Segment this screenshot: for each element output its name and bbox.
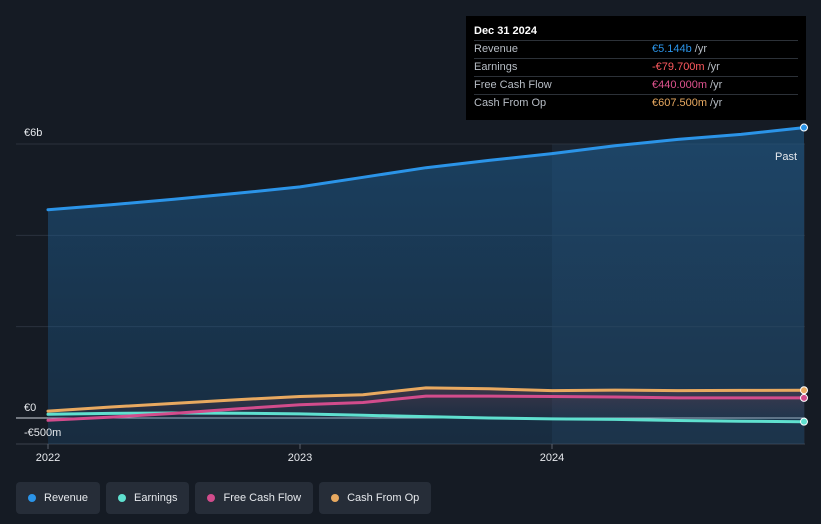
y-tick-label: €6b bbox=[24, 127, 42, 139]
tooltip-value: -€79.700m bbox=[652, 61, 705, 73]
cash-from-op-end-point bbox=[800, 386, 808, 395]
legend-label: Free Cash Flow bbox=[223, 492, 302, 504]
earnings-end-point bbox=[800, 417, 808, 426]
legend-item-free-cash-flow[interactable]: Free Cash Flow bbox=[195, 482, 314, 514]
cash-from-op-area bbox=[48, 387, 804, 418]
line-layer bbox=[46, 126, 806, 424]
tooltip-unit: /yr bbox=[694, 43, 707, 55]
tooltip-value: €5.144b bbox=[652, 43, 692, 55]
tooltip-label: Earnings bbox=[474, 61, 518, 73]
free-cash-flow-end-point bbox=[800, 393, 808, 402]
cash-from-op-line bbox=[46, 386, 806, 413]
x-tick-label: 2022 bbox=[36, 452, 60, 464]
legend-item-revenue[interactable]: Revenue bbox=[16, 482, 101, 514]
past-label: Past bbox=[775, 151, 797, 163]
tooltip-row-earnings: Earnings -€79.700m /yr bbox=[474, 58, 798, 76]
y-tick-label: €0 bbox=[24, 402, 36, 414]
legend-label: Earnings bbox=[134, 492, 178, 504]
tooltip-label: Revenue bbox=[474, 43, 519, 55]
tooltip-row-free-cash-flow: Free Cash Flow €440.000m /yr bbox=[474, 76, 798, 94]
tooltip-unit: /yr bbox=[710, 79, 723, 91]
tooltip-row-revenue: Revenue €5.144b /yr bbox=[474, 40, 798, 58]
revenue-line bbox=[46, 126, 806, 212]
legend-item-earnings[interactable]: Earnings bbox=[106, 482, 190, 514]
legend-dot-icon bbox=[118, 494, 127, 502]
legend-item-cash-from-op[interactable]: Cash From Op bbox=[319, 482, 432, 514]
tooltip-unit: /yr bbox=[710, 97, 723, 109]
tooltip-value: €607.500m bbox=[652, 97, 708, 109]
marker-layer bbox=[800, 123, 808, 426]
legend-label: Revenue bbox=[44, 492, 89, 504]
legend-dot-icon bbox=[331, 494, 340, 502]
legend-label: Cash From Op bbox=[347, 492, 420, 504]
tooltip: Dec 31 2024 Revenue €5.144b /yr Earnings… bbox=[466, 16, 806, 120]
legend-dot-icon bbox=[207, 494, 216, 502]
area-layer bbox=[48, 127, 804, 444]
tooltip-label: Free Cash Flow bbox=[474, 79, 552, 91]
free-cash-flow-line bbox=[46, 394, 806, 422]
axis-layer: €6b €0 -€500m 2022 2023 2024 bbox=[24, 127, 564, 464]
tooltip-date: Dec 31 2024 bbox=[474, 25, 537, 37]
legend: Revenue Earnings Free Cash Flow Cash Fro… bbox=[16, 482, 432, 514]
y-tick-label: -€500m bbox=[24, 427, 61, 439]
revenue-area bbox=[48, 127, 804, 444]
tooltip-row-cash-from-op: Cash From Op €607.500m /yr bbox=[474, 94, 798, 112]
tooltip-label: Cash From Op bbox=[474, 97, 547, 109]
tooltip-unit: /yr bbox=[707, 61, 720, 73]
revenue-end-point bbox=[800, 123, 808, 132]
x-tick-label: 2024 bbox=[540, 452, 564, 464]
legend-dot-icon bbox=[28, 494, 36, 502]
x-tick-label: 2023 bbox=[288, 452, 312, 464]
tooltip-value: €440.000m bbox=[652, 79, 708, 91]
